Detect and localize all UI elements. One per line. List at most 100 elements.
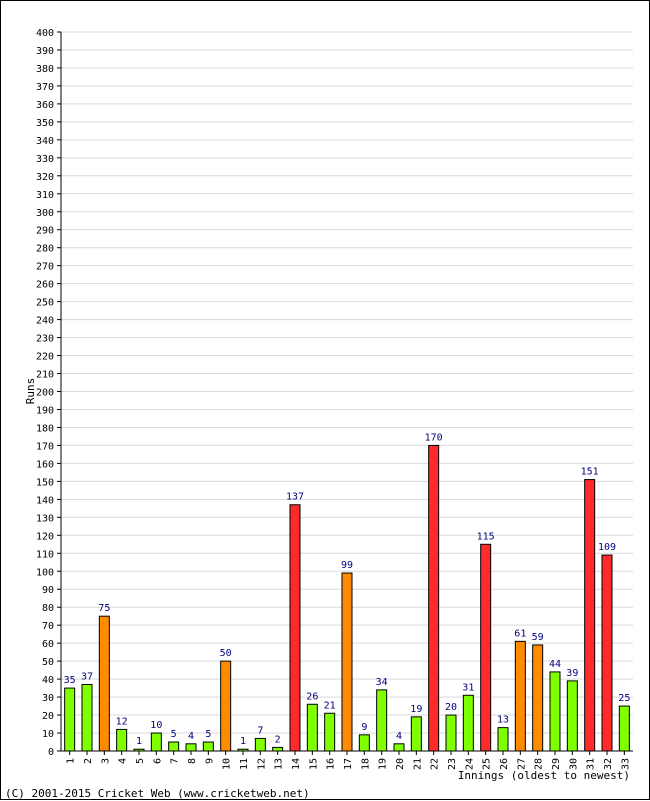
data-label: 12 [116, 716, 128, 727]
data-label: 13 [497, 715, 509, 726]
bar [566, 680, 578, 752]
y-tick-label: 380 [36, 64, 54, 75]
y-tick-label: 190 [36, 405, 54, 416]
y-tick-label: 180 [36, 423, 54, 434]
bar [254, 737, 266, 752]
x-tick-label: 29 [551, 758, 562, 770]
data-label: 170 [425, 432, 443, 443]
bar [306, 703, 318, 752]
y-tick-label: 340 [36, 136, 54, 147]
x-tick-label: 8 [187, 758, 198, 764]
x-tick-label: 16 [326, 758, 337, 770]
bar [410, 716, 422, 752]
bar [324, 712, 336, 752]
y-tick-label: 80 [42, 603, 54, 614]
copyright-text: (C) 2001-2015 Cricket Web (www.cricketwe… [5, 787, 310, 800]
x-tick-label: 10 [222, 758, 233, 770]
bar [376, 689, 388, 752]
bar [150, 732, 162, 752]
bar [393, 743, 405, 752]
x-tick-label: 6 [152, 758, 163, 764]
x-tick-label: 28 [534, 758, 545, 770]
bar [532, 644, 544, 752]
y-tick-label: 40 [42, 675, 54, 686]
y-tick-label: 120 [36, 531, 54, 542]
data-label: 61 [514, 628, 526, 639]
y-tick-label: 230 [36, 334, 54, 345]
x-axis-ticks: 1 2 3 4 5 6 7 8 9 10 11 12 13 14 15 16 17 18 19 20 21 22 23 24 2… [66, 751, 631, 770]
data-label: 4 [396, 731, 402, 742]
data-label: 20 [445, 702, 457, 713]
bar [289, 504, 301, 752]
bar [81, 683, 93, 752]
data-label: 115 [477, 531, 495, 542]
data-label: 4 [188, 731, 194, 742]
x-tick-label: 17 [343, 758, 354, 770]
bars [64, 444, 630, 752]
y-tick-label: 250 [36, 298, 54, 309]
data-label: 21 [324, 700, 336, 711]
x-tick-label: 23 [447, 758, 458, 770]
data-label: 109 [598, 542, 616, 553]
data-label: 35 [64, 675, 76, 686]
y-tick-label: 370 [36, 82, 54, 93]
bar [341, 572, 353, 752]
bar [272, 746, 284, 752]
x-tick-label: 32 [603, 758, 614, 770]
bar [116, 728, 128, 752]
x-tick-label: 18 [360, 758, 371, 770]
data-label: 2 [275, 734, 281, 745]
x-tick-label: 7 [170, 758, 181, 764]
bar [445, 714, 457, 752]
data-label: 19 [410, 704, 422, 715]
x-tick-label: 22 [430, 758, 441, 770]
bar [618, 705, 630, 752]
bar [497, 727, 509, 752]
bar [428, 444, 440, 752]
x-tick-label: 31 [586, 758, 597, 770]
x-tick-label: 2 [83, 758, 94, 764]
x-tick-label: 15 [308, 758, 319, 770]
x-tick-label: 33 [620, 758, 631, 770]
y-tick-label: 290 [36, 226, 54, 237]
y-tick-label: 300 [36, 208, 54, 219]
y-tick-label: 330 [36, 154, 54, 165]
x-tick-label: 27 [516, 758, 527, 770]
y-tick-label: 310 [36, 190, 54, 201]
y-tick-label: 260 [36, 280, 54, 291]
y-tick-label: 30 [42, 693, 54, 704]
data-label: 1 [240, 736, 246, 747]
y-axis-label: Runs [24, 378, 37, 405]
x-tick-label: 20 [395, 758, 406, 770]
bar [98, 615, 110, 752]
y-tick-label: 110 [36, 549, 54, 560]
y-tick-label: 170 [36, 441, 54, 452]
grid-lines [61, 31, 633, 734]
y-tick-label: 400 [36, 28, 54, 39]
y-tick-label: 210 [36, 370, 54, 381]
y-tick-label: 10 [42, 729, 54, 740]
x-tick-label: 26 [499, 758, 510, 770]
bar [358, 734, 370, 752]
x-tick-label: 30 [568, 758, 579, 770]
x-tick-label: 9 [204, 758, 215, 764]
data-label: 31 [462, 682, 474, 693]
data-label: 50 [220, 648, 232, 659]
y-tick-label: 100 [36, 567, 54, 578]
y-tick-label: 130 [36, 513, 54, 524]
bar [462, 694, 474, 752]
bar [514, 640, 526, 752]
y-tick-label: 70 [42, 621, 54, 632]
y-tick-label: 60 [42, 639, 54, 650]
y-tick-label: 50 [42, 657, 54, 668]
data-label: 99 [341, 560, 353, 571]
y-tick-label: 240 [36, 316, 54, 327]
x-tick-label: 12 [256, 758, 267, 770]
data-label: 26 [306, 691, 318, 702]
data-label: 25 [618, 693, 630, 704]
bar [185, 743, 197, 752]
bar [480, 543, 492, 752]
x-tick-label: 3 [100, 758, 111, 764]
